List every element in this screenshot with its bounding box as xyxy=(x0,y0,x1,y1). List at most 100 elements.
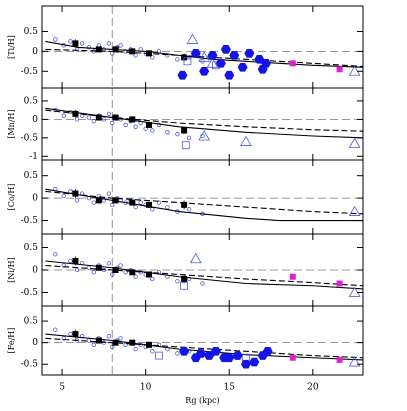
mean-square xyxy=(181,54,188,61)
hexagon xyxy=(224,70,235,80)
mean-square xyxy=(72,258,79,264)
star-point xyxy=(175,132,180,137)
star-point xyxy=(118,336,123,341)
mean-square xyxy=(95,197,102,204)
star-point xyxy=(110,202,115,207)
star-point xyxy=(118,263,123,268)
star-point xyxy=(91,119,96,124)
y-tick-label: 0.5 xyxy=(24,171,39,181)
star-point xyxy=(133,124,138,129)
mean-square xyxy=(336,66,343,73)
star-point xyxy=(123,122,128,128)
y-tick-label: -0.5 xyxy=(21,133,39,143)
mean-square xyxy=(95,337,102,344)
x-tick-label: 10 xyxy=(140,383,152,393)
hexagon xyxy=(204,351,215,360)
mean-square xyxy=(289,60,296,67)
mean-square xyxy=(181,201,188,208)
hexagon xyxy=(232,351,243,360)
hexagon xyxy=(240,359,251,369)
y-axis-label: [Co/H] xyxy=(7,184,16,211)
mean-square xyxy=(146,341,152,348)
y-axis-label: [Ti/H] xyxy=(7,35,16,59)
mean-square xyxy=(181,276,188,282)
star-point xyxy=(101,340,107,345)
star-point xyxy=(61,193,66,199)
star-point xyxy=(165,130,170,135)
mean-square xyxy=(129,339,136,346)
y-tick-label: 0 xyxy=(32,266,38,276)
mean-square xyxy=(112,339,119,346)
mean-square xyxy=(129,199,136,206)
open-square xyxy=(181,141,190,150)
star-point xyxy=(150,207,155,212)
star-point xyxy=(68,39,73,44)
star-point xyxy=(86,338,91,343)
mean-square xyxy=(146,50,152,57)
mean-square xyxy=(289,273,296,280)
mean-square xyxy=(112,114,119,121)
star-point xyxy=(53,37,58,42)
x-tick-label: 20 xyxy=(307,383,319,393)
star-point xyxy=(74,267,80,273)
star-point xyxy=(123,342,128,347)
star-point xyxy=(150,349,155,354)
open-triangle xyxy=(348,137,361,148)
hexagon xyxy=(224,353,235,363)
y-tick-label: 0 xyxy=(32,115,38,125)
star-point xyxy=(91,200,96,205)
star-point xyxy=(110,120,115,126)
mean-square xyxy=(112,197,119,204)
hexagon xyxy=(261,58,272,68)
open-triangle xyxy=(189,252,202,264)
panel-plot xyxy=(42,306,363,375)
star-point xyxy=(150,276,155,282)
y-tick-label: 0 xyxy=(32,194,38,204)
star-point xyxy=(91,342,96,347)
open-triangle xyxy=(198,130,211,141)
star-point xyxy=(175,351,180,356)
mean-square xyxy=(289,354,296,361)
star-point xyxy=(68,258,73,264)
star-point xyxy=(106,191,112,196)
mean-square xyxy=(72,110,79,117)
mean-square xyxy=(336,280,343,287)
panel-plot xyxy=(42,234,363,306)
y-axis-label: [Fe/H] xyxy=(7,328,16,354)
star-point xyxy=(53,327,58,332)
star-point xyxy=(74,198,80,203)
x-tick-label: 15 xyxy=(224,383,236,393)
star-point xyxy=(101,117,107,122)
star-point xyxy=(186,55,192,60)
y-tick-label: -1 xyxy=(29,152,38,162)
hexagon xyxy=(190,49,201,58)
open-square xyxy=(180,281,189,290)
y-tick-label: -0.5 xyxy=(21,67,39,77)
hexagon xyxy=(207,51,218,60)
star-point xyxy=(123,49,128,54)
hexagon xyxy=(179,346,190,356)
mean-square xyxy=(181,127,188,134)
star-point xyxy=(61,113,66,118)
star-point xyxy=(91,270,96,275)
mean-square xyxy=(95,46,102,53)
star-point xyxy=(165,204,170,210)
open-triangle xyxy=(348,205,361,216)
open-triangle xyxy=(198,51,211,62)
y-tick-label: 0.5 xyxy=(24,96,39,106)
star-point xyxy=(118,43,123,48)
star-point xyxy=(133,204,138,210)
star-point xyxy=(101,267,107,273)
hexagon xyxy=(210,346,221,356)
star-point xyxy=(110,272,115,277)
y-tick-label: 0 xyxy=(32,47,38,57)
star-point xyxy=(68,331,73,337)
mean-square xyxy=(129,116,136,123)
star-point xyxy=(156,200,162,205)
hexagon xyxy=(244,49,255,58)
y-tick-label: -0.5 xyxy=(21,216,39,226)
star-point xyxy=(133,346,138,352)
open-square xyxy=(155,351,163,360)
mean-square xyxy=(146,201,152,208)
star-point xyxy=(175,57,180,62)
